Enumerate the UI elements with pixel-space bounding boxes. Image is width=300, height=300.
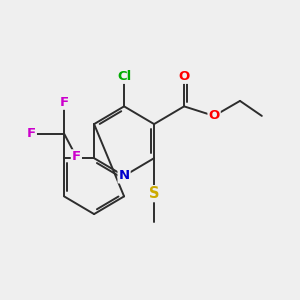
Text: F: F [59,96,69,109]
Text: F: F [27,127,36,140]
Text: N: N [118,169,130,182]
Text: O: O [208,110,220,122]
Text: Cl: Cl [117,70,131,83]
Text: S: S [149,186,159,201]
Text: O: O [178,70,190,83]
Text: F: F [72,150,81,163]
